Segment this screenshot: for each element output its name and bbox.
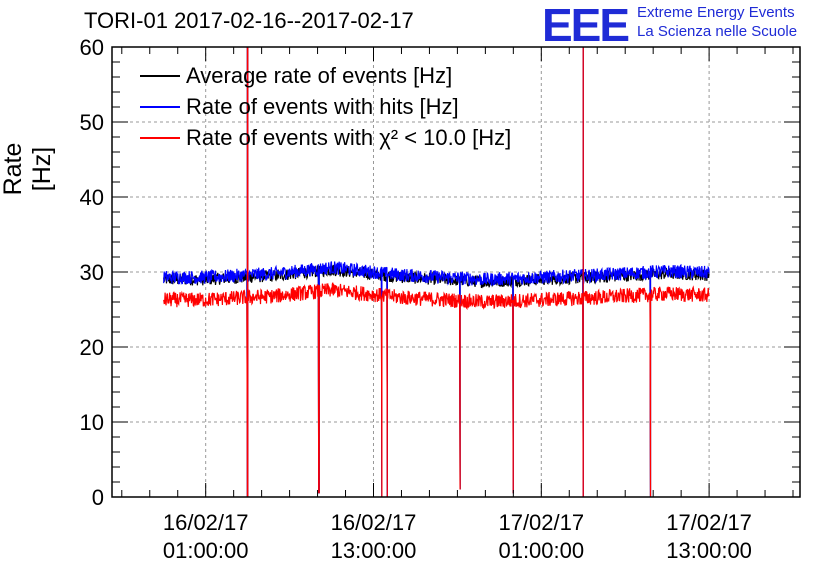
logo-caption: Extreme Energy Events La Scienza nelle S… [637,3,797,41]
x-tick-label-time: 01:00:00 [498,538,584,563]
y-tick-label: 40 [80,185,104,210]
x-tick-label-time: 01:00:00 [163,538,249,563]
x-tick-label-date: 17/02/17 [666,510,752,535]
y-tick-label: 30 [80,260,104,285]
x-tick-label-date: 17/02/17 [498,510,584,535]
legend-label-average: Average rate of events [Hz] [186,63,453,88]
y-tick-label: 10 [80,410,104,435]
y-tick-label: 0 [92,485,104,510]
legend-label-chi2: Rate of events with χ² < 10.0 [Hz] [186,125,512,150]
y-tick-label: 20 [80,335,104,360]
logo-caption-line1: Extreme Energy Events [637,4,795,21]
x-tick-label-date: 16/02/17 [163,510,249,535]
legend-swatch-hits [140,106,180,108]
logo-caption-line2: La Scienza nelle Scuole [637,23,798,40]
legend-label-hits: Rate of events with hits [Hz] [186,94,459,119]
y-tick-label: 60 [80,35,104,60]
y-tick-label: 50 [80,110,104,135]
series-line-1 [163,47,710,498]
eee-logo: EEE [542,0,630,51]
x-tick-label-time: 13:00:00 [666,538,752,563]
series-line-2 [163,47,710,498]
legend-swatch-chi2 [140,137,180,139]
y-axis-label: Rate [Hz] [0,142,56,196]
chart-title: TORI-01 2017-02-16--2017-02-17 [84,8,414,33]
legend-swatch-average [140,75,180,77]
x-tick-label-date: 16/02/17 [331,510,417,535]
x-tick-label-time: 13:00:00 [331,538,417,563]
